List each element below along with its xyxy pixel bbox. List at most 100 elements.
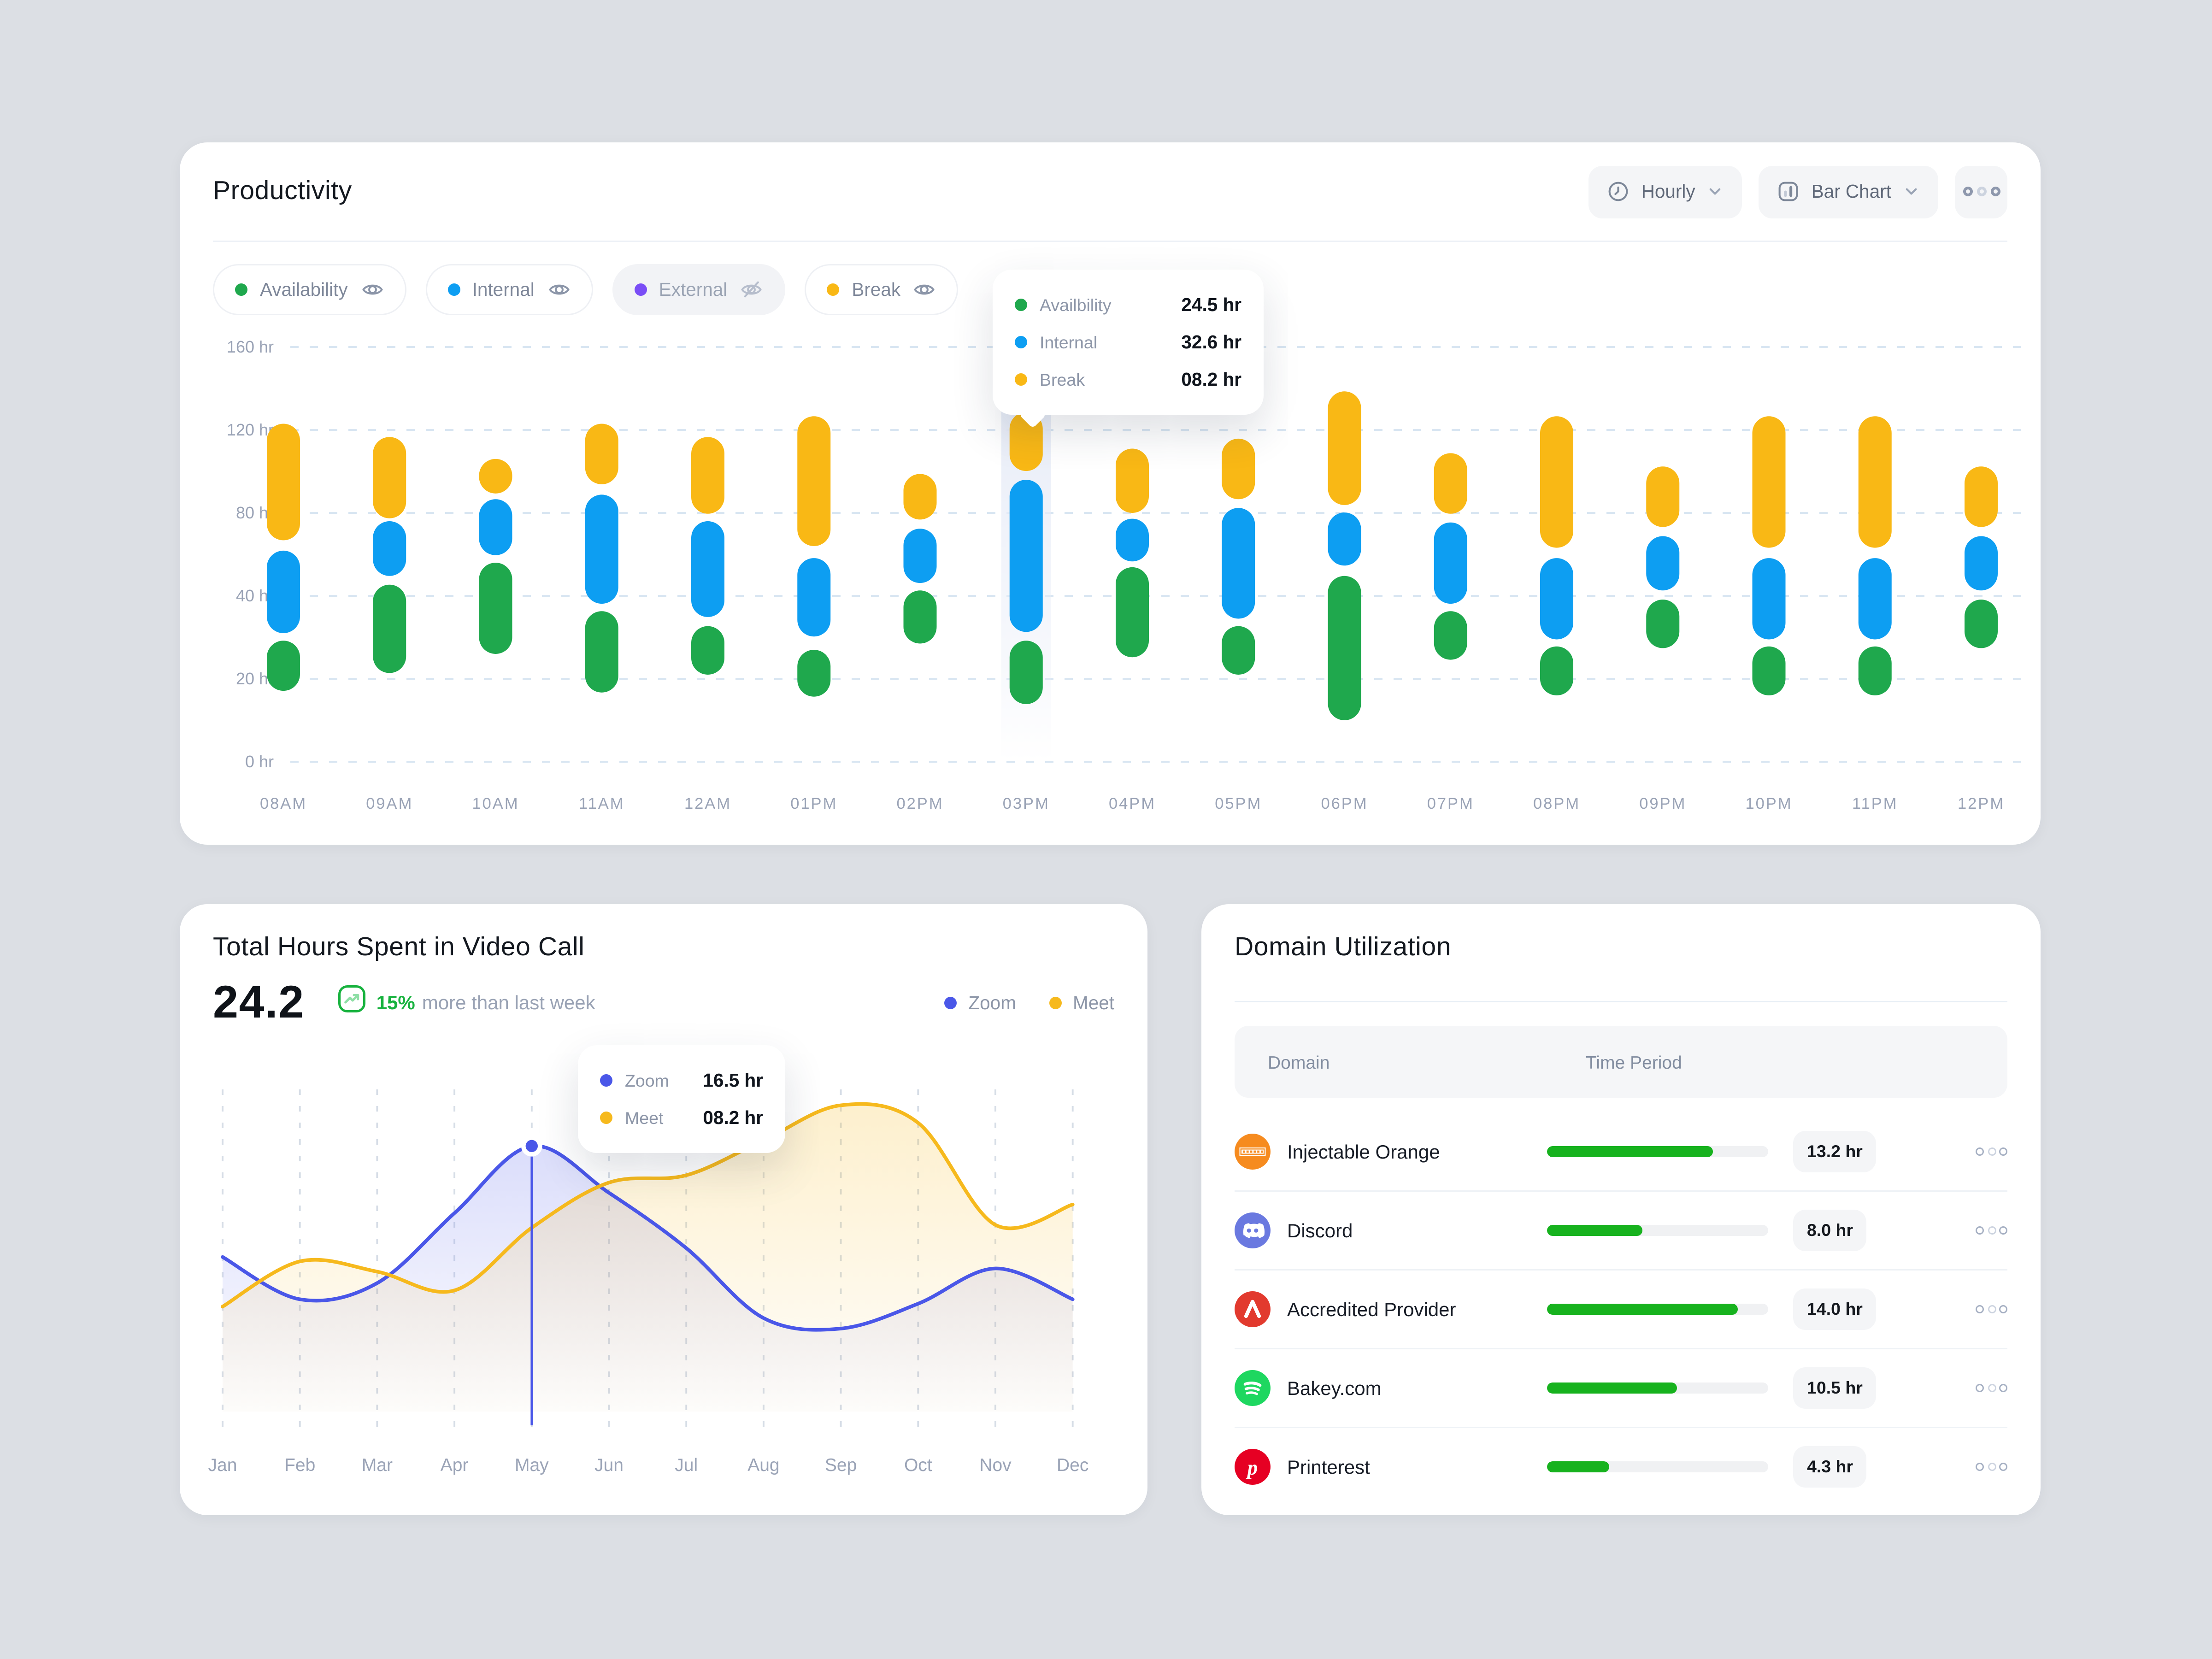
legend-label: Zoom (968, 992, 1016, 1013)
legend-item-meet[interactable]: Meet (1049, 992, 1114, 1013)
domain-utilization-card: Domain Utilization Domain Time Period In… (1201, 904, 2041, 1515)
ellipsis-icon (1962, 187, 1972, 196)
filter-chip-label: Internal (472, 279, 535, 300)
legend-item-zoom[interactable]: Zoom (945, 992, 1016, 1013)
video-call-metric-row: 24.2 15% more than last week Zoom Meet (213, 976, 1114, 1029)
tooltip-series-value: 32.6 hr (1181, 332, 1241, 353)
series-color-dot (600, 1112, 612, 1124)
ellipsis-icon (1976, 187, 1986, 196)
filter-chip-label: Availability (260, 279, 348, 300)
x-axis-label: Dec (1057, 1455, 1088, 1475)
time-period-progress-fill (1547, 1145, 1713, 1157)
domain-name: Injectable Orange (1287, 1140, 1440, 1162)
chart-type-dropdown-label: Bar Chart (1811, 181, 1891, 202)
productivity-tooltip-row: Break 08.2 hr (1015, 361, 1241, 398)
ellipsis-icon (1976, 1226, 1984, 1235)
domain-name: Printerest (1287, 1456, 1370, 1478)
x-axis-label: 02PM (896, 795, 943, 812)
row-more-button[interactable] (1976, 1221, 2007, 1240)
row-more-button[interactable] (1976, 1300, 2007, 1319)
productivity-title: Productivity (213, 176, 352, 206)
ellipsis-icon (1990, 187, 2000, 196)
domain-name: Accredited Provider (1287, 1298, 1456, 1320)
series-color-dot (1015, 373, 1027, 386)
chart-type-dropdown[interactable]: Bar Chart (1759, 165, 1938, 218)
x-axis-label: Apr (441, 1455, 469, 1475)
video-call-chart[interactable]: Jan Feb Mar Apr May Jun Jul Aug Sep Oct Nov Dec (207, 1053, 1120, 1485)
tooltip-series-value: 16.5 hr (703, 1070, 763, 1091)
domain-table-body: Injectable Orange 13.2 hr Discord 8.0 hr (1235, 1112, 2007, 1506)
row-more-button[interactable] (1976, 1457, 2007, 1477)
ellipsis-icon (1976, 1305, 1984, 1313)
series-color-dot (235, 283, 247, 296)
x-axis-label: 10AM (472, 795, 519, 812)
filter-chip-availability[interactable]: Availability (213, 264, 406, 315)
productivity-tooltip-row: Internal 32.6 hr (1015, 324, 1241, 361)
y-axis-tick: 0 hr (245, 752, 274, 771)
marker-dot[interactable] (521, 1135, 542, 1157)
accredited-provider-icon (1235, 1291, 1271, 1327)
printerest-icon: p (1235, 1449, 1271, 1485)
filter-chip-internal[interactable]: Internal (425, 264, 593, 315)
filter-chip-label: Break (852, 279, 901, 300)
eye-icon[interactable] (360, 278, 384, 301)
ellipsis-icon (1987, 1305, 1996, 1313)
x-axis-label: Feb (284, 1455, 315, 1475)
column-header-domain: Domain (1268, 1051, 1330, 1072)
domain-name: Discord (1287, 1219, 1353, 1241)
productivity-tooltip-row: Availbility 24.5 hr (1015, 286, 1241, 324)
x-axis-label: 09AM (366, 795, 413, 812)
chevron-down-icon (1902, 182, 1920, 200)
video-call-card: Total Hours Spent in Video Call 24.2 15%… (180, 904, 1147, 1515)
time-period-progress-track (1547, 1304, 1768, 1315)
domain-utilization-title: Domain Utilization (1235, 933, 1452, 962)
x-axis-label: Mar (362, 1455, 393, 1475)
series-color-dot (1015, 336, 1027, 348)
trend-percent: 15% (376, 991, 415, 1013)
eye-icon[interactable] (913, 278, 936, 301)
hours-badge: 4.3 hr (1793, 1446, 1867, 1488)
filter-chip-break[interactable]: Break (805, 264, 959, 315)
hours-cell: 14.0 hr (1793, 1288, 1966, 1330)
tooltip-series-label: Meet (625, 1108, 664, 1128)
series-color-dot (827, 283, 840, 296)
time-period-progress-track (1547, 1382, 1768, 1394)
hours-cell: 8.0 hr (1793, 1210, 1966, 1251)
line-zoom[interactable] (221, 1144, 1075, 1332)
ellipsis-icon (1999, 1384, 2007, 1392)
domain-cell: Discord (1235, 1212, 1547, 1248)
series-filter-chips: Availability Internal External Break (213, 264, 959, 315)
row-more-button[interactable] (1976, 1141, 2007, 1161)
eye-icon[interactable] (547, 278, 571, 301)
x-axis-label: Jul (675, 1455, 698, 1475)
trend-suffix: more than last week (422, 991, 595, 1013)
hours-cell: 10.5 hr (1793, 1367, 1966, 1409)
productivity-tooltip: Availbility 24.5 hr Internal 32.6 hr Bre… (993, 270, 1264, 415)
x-axis-label: 07PM (1427, 795, 1474, 812)
x-axis-label: Sep (825, 1455, 857, 1475)
video-tooltip-row: Zoom 16.5 hr (600, 1062, 763, 1099)
productivity-more-button[interactable] (1955, 165, 2007, 218)
period-dropdown[interactable]: Hourly (1588, 165, 1742, 218)
eye-off-icon[interactable] (740, 278, 763, 301)
bakey-icon (1235, 1370, 1271, 1406)
hours-cell: 13.2 hr (1793, 1130, 1966, 1172)
time-period-progress-track (1547, 1145, 1768, 1157)
domain-cell: p Printerest (1235, 1449, 1547, 1485)
domain-row-bakey-com: Bakey.com 10.5 hr (1235, 1348, 2007, 1427)
filter-chip-external[interactable]: External (612, 264, 786, 315)
ellipsis-icon (1999, 1463, 2007, 1471)
x-axis-label: Aug (747, 1455, 779, 1475)
ellipsis-icon (1999, 1305, 2007, 1313)
chevron-down-icon (1706, 182, 1724, 200)
x-axis-label: 05PM (1215, 795, 1262, 812)
domain-cell: Accredited Provider (1235, 1291, 1547, 1327)
clock-icon (1607, 180, 1630, 203)
line-meet[interactable] (221, 1102, 1075, 1309)
row-more-button[interactable] (1976, 1378, 2007, 1398)
time-period-progress-fill (1547, 1382, 1678, 1394)
legend-label: Meet (1072, 992, 1114, 1013)
ellipsis-icon (1999, 1226, 2007, 1235)
